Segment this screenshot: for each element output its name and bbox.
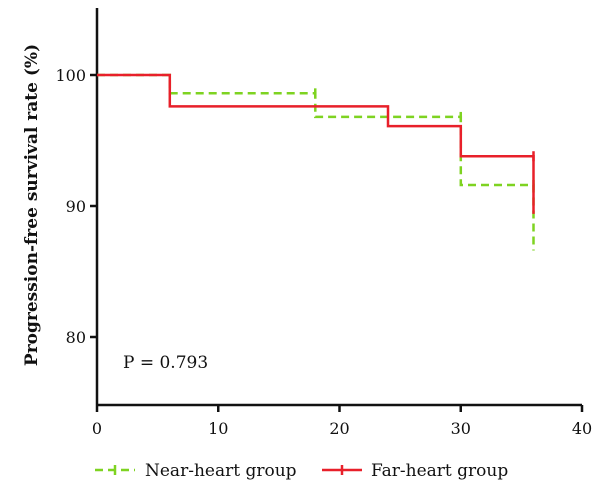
legend-label: Far-heart group [371, 461, 508, 481]
y-axis-title: Progression-free survival rate (%) [22, 44, 42, 366]
legend-label: Near-heart group [145, 461, 297, 481]
axes: 0 10 20 30 40 80 90 100 [55, 8, 592, 438]
series-layer [97, 73, 535, 251]
series-line-far-heart [97, 73, 535, 214]
x-tick-label: 40 [572, 419, 592, 438]
series-line-near-heart [97, 73, 535, 251]
x-tick-label: 0 [92, 419, 102, 438]
y-tick-label: 80 [66, 328, 86, 347]
x-tick-label: 20 [329, 419, 349, 438]
x-tick-label: 10 [208, 419, 228, 438]
x-tick-label: 30 [451, 419, 471, 438]
y-tick-label: 90 [66, 197, 86, 216]
legend: Near-heart group Far-heart group [95, 461, 508, 481]
y-tick-label: 100 [55, 66, 86, 85]
p-value-annotation: P = 0.793 [123, 353, 208, 373]
